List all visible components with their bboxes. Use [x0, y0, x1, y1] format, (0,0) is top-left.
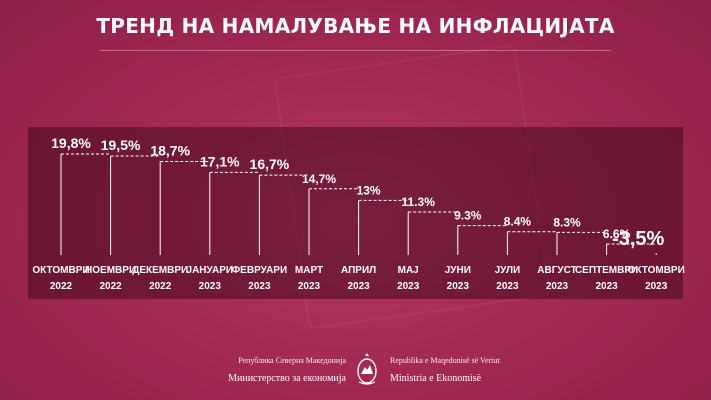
title-divider [100, 50, 611, 51]
value-label-9: 8.4% [504, 215, 532, 229]
value-label-2: 18,7% [150, 143, 190, 159]
category-year-3: 2023 [199, 281, 222, 292]
country-name-mk: Република Северна Македонија [238, 356, 346, 365]
category-month-9: ЈУЛИ [495, 265, 521, 276]
category-year-6: 2023 [347, 281, 370, 292]
value-label-4: 16,7% [250, 156, 290, 172]
category-year-5: 2023 [298, 281, 321, 292]
value-label-1: 19,5% [101, 137, 141, 153]
ministry-name-al: Ministria e Ekonomisë [390, 373, 482, 384]
category-year-1: 2022 [99, 281, 122, 292]
country-name-al: Republika e Maqedonisë së Veriut [390, 356, 500, 365]
category-year-10: 2023 [546, 281, 569, 292]
category-month-12: ОКТОМВРИ [628, 265, 685, 276]
ministry-name-mk: Министерство за економија [228, 373, 346, 384]
ministry-al: Republika e Maqedonisë së Veriut Ministr… [390, 352, 500, 384]
category-month-6: АПРИЛ [341, 265, 376, 276]
value-label-10: 8.3% [553, 215, 581, 229]
value-label-12: -3,5% [612, 228, 664, 250]
category-month-7: МАЈ [398, 265, 419, 276]
category-year-0: 2022 [50, 281, 73, 292]
value-label-8: 9.3% [454, 209, 482, 223]
category-month-8: ЈУНИ [445, 265, 471, 276]
category-month-5: МАРТ [295, 265, 323, 276]
value-label-11: 6.6% [603, 227, 631, 241]
value-label-5: 14,7% [302, 172, 336, 186]
coat-of-arms-icon [357, 353, 377, 385]
value-label-0: 19,8% [51, 135, 91, 151]
category-month-1: НОЕМВРИ [85, 265, 136, 276]
value-label-6: 13% [357, 183, 381, 197]
category-year-2: 2022 [149, 281, 172, 292]
value-label-7: 11.3% [402, 195, 436, 209]
category-year-8: 2023 [447, 281, 470, 292]
category-year-11: 2023 [595, 281, 618, 292]
category-year-12: 2023 [645, 281, 668, 292]
category-month-11: СЕПТЕМВРИ [575, 265, 638, 276]
footer: Република Северна Македонија Министерств… [0, 352, 711, 392]
page-title: ТРЕНД НА НАМАЛУВАЊЕ НА ИНФЛАЦИЈАТА [96, 14, 615, 38]
category-month-0: ОКТОМВРИ [32, 265, 89, 276]
category-year-4: 2023 [248, 281, 271, 292]
category-year-7: 2023 [397, 281, 420, 292]
category-month-3: ЈАНУАРИ [187, 265, 234, 276]
category-month-2: ДЕКЕМВРИ [132, 265, 188, 276]
category-year-9: 2023 [496, 281, 519, 292]
value-label-3: 17,1% [200, 153, 240, 169]
category-month-10: АВГУСТ [537, 265, 576, 276]
category-month-4: ФЕВРУАРИ [232, 265, 288, 276]
ministry-mk: Република Северна Македонија Министерств… [228, 352, 346, 384]
